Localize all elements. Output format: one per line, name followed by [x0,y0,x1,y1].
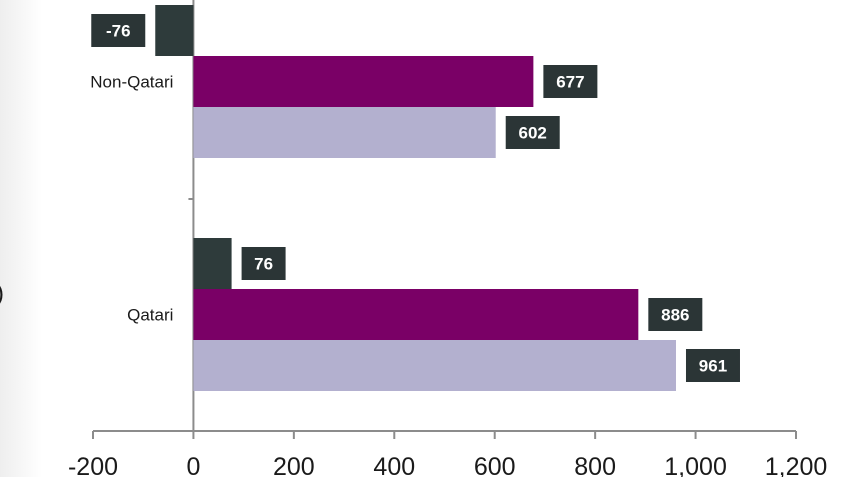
data-label: 677 [556,73,584,92]
bar [155,5,194,56]
category-label: Qatari [127,306,173,325]
data-label-box [505,116,560,149]
data-label-box [91,14,146,47]
x-tick-label: 200 [273,453,315,477]
bar [193,340,676,391]
x-tick-label: 400 [373,453,415,477]
data-label: -76 [106,22,131,41]
x-tick-label: 1,000 [664,453,727,477]
category-label: Non-Qatari [90,73,173,92]
data-label-box [543,65,598,98]
bar [193,289,639,340]
x-tick-label: 800 [574,453,616,477]
data-label: 76 [254,255,273,274]
x-tick-label: 0 [186,453,200,477]
data-label-box [648,298,703,331]
data-label-box [685,349,740,382]
data-label-box [241,247,286,280]
left-panel-shadow [0,0,42,477]
x-tick-label: 600 [474,453,516,477]
bar [193,238,232,289]
data-label: 602 [519,124,547,143]
edge-fragment-text: ) [0,280,4,308]
data-label: 886 [661,306,689,325]
bar [193,107,496,158]
x-tick-label: 1,200 [765,453,828,477]
data-label: 961 [699,357,727,376]
bar [193,56,534,107]
x-tick-label: -200 [68,453,118,477]
